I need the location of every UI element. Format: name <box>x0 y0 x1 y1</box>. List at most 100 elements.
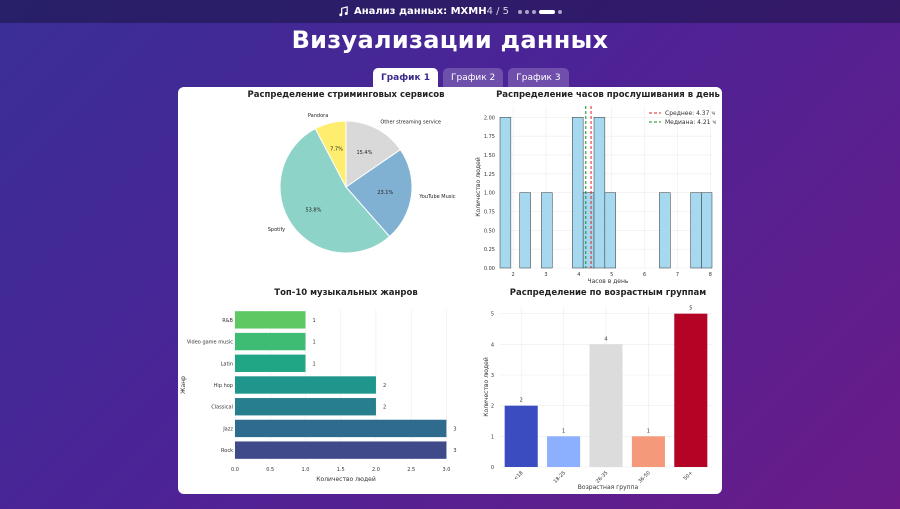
age-bar <box>504 405 538 467</box>
pie-value-label: 23.1% <box>377 190 393 196</box>
genres-xtick-label: 1.0 <box>301 467 309 473</box>
histogram-ytick-label: 0.75 <box>484 209 495 215</box>
age-category-label: 50+ <box>683 470 695 482</box>
pie-value-label: 53.8% <box>305 207 321 213</box>
tab-chart-2[interactable]: График 2 <box>443 68 504 87</box>
pie-slice <box>345 120 402 188</box>
age-category-label: 36-50 <box>637 470 652 485</box>
charts-panel: Распределение стриминговых сервисов 53.8%… <box>178 87 722 494</box>
genres-xtick-label: 2.5 <box>407 467 415 473</box>
histogram-ytick-label: 0.50 <box>484 228 495 234</box>
genre-bar <box>235 441 447 459</box>
genres-xlabel: Количество людей <box>316 476 376 483</box>
age-chart-title: Распределение по возрастным группам <box>510 288 707 298</box>
genres-xtick-label: 1.5 <box>337 467 345 473</box>
histogram-title: Распределение часов прослушивания в день <box>496 90 720 100</box>
genre-bar <box>235 332 306 351</box>
genre-label: Hip hop <box>214 383 233 389</box>
histogram-xtick-label: 3 <box>544 272 547 278</box>
music-note-icon <box>338 6 349 17</box>
genres-chart-title: Топ-10 музыкальных жанров <box>274 288 417 298</box>
slide-dot[interactable] <box>525 9 530 14</box>
age-value-label: 4 <box>604 336 607 342</box>
age-ylabel: Количество людей <box>483 357 490 417</box>
pie-value-label: 7.7% <box>330 147 343 153</box>
genre-value-label: 3 <box>453 426 456 432</box>
histogram-ylabel: Количество людей <box>475 157 482 217</box>
genre-label: Video game music <box>187 340 233 346</box>
histogram-ytick-label: 1.75 <box>484 134 495 140</box>
histogram-bar <box>499 117 512 269</box>
genres-xtick-label: 0.5 <box>266 467 274 473</box>
genre-label: Rock <box>221 448 233 454</box>
slide-dot[interactable] <box>558 9 563 14</box>
pie-category-label: YouTube Music <box>418 194 455 200</box>
age-value-label: 1 <box>647 428 650 434</box>
age-value-label: 1 <box>562 428 565 434</box>
histogram-bar <box>541 192 553 269</box>
histogram-bar <box>659 192 671 269</box>
age-bar <box>589 344 623 467</box>
genre-label: Jazz <box>222 426 233 432</box>
age-xlabel: Возрастная группа <box>578 484 639 491</box>
age-ytick-label: 2 <box>491 404 494 410</box>
pie-slice <box>345 148 413 238</box>
genre-value-label: 1 <box>312 361 315 367</box>
histogram-xtick-label: 6 <box>643 272 646 278</box>
age-value-label: 5 <box>689 306 692 312</box>
genre-bar <box>235 354 306 372</box>
genre-label: Classical <box>211 405 233 411</box>
page-title: Визуализации данных <box>291 26 609 54</box>
age-category-label: 18-25 <box>552 470 567 485</box>
genre-bar <box>235 398 376 416</box>
age-ytick-label: 5 <box>491 312 494 318</box>
pie-category-label: Pandora <box>308 113 328 119</box>
genre-bar <box>235 311 306 329</box>
genre-bar <box>235 419 447 438</box>
genre-value-label: 3 <box>453 448 456 454</box>
chart-tabs: График 1 График 2 График 3 <box>373 68 569 87</box>
slide-dot[interactable] <box>518 9 523 14</box>
pie-category-label: Spotify <box>268 227 285 233</box>
genre-value-label: 1 <box>312 340 315 346</box>
histogram-ytick-label: 2.00 <box>484 115 495 121</box>
histogram-ytick-label: 1.50 <box>484 153 495 159</box>
histogram-bar <box>519 192 531 269</box>
slide-counter: 4 / 5 <box>486 6 510 17</box>
age-category-label: 26-35 <box>595 470 610 485</box>
genre-bar <box>235 376 376 394</box>
legend-mean-label: Среднее: 4.37 ч <box>665 110 715 117</box>
genres-xtick-label: 3.0 <box>442 467 450 473</box>
histogram-xtick-label: 4 <box>577 272 580 278</box>
slide-dots <box>518 9 563 14</box>
histogram-xtick-label: 8 <box>709 272 712 278</box>
genre-value-label: 2 <box>383 405 386 411</box>
histogram-ytick-label: 1.00 <box>484 191 495 197</box>
histogram-xtick-label: 5 <box>610 272 613 278</box>
genre-value-label: 1 <box>312 318 315 324</box>
histogram-bar <box>701 192 713 269</box>
charts-canvas: Распределение стриминговых сервисов 53.8%… <box>180 90 720 491</box>
age-bar <box>674 313 708 467</box>
app-title: Анализ данных: МХМН <box>353 6 487 17</box>
slide-dot[interactable] <box>532 9 537 14</box>
histogram-bar <box>582 192 595 269</box>
histogram-bar <box>593 117 606 269</box>
tab-chart-3[interactable]: График 3 <box>508 68 569 87</box>
slide-dot-active[interactable] <box>539 9 556 14</box>
age-ytick-label: 1 <box>491 434 494 440</box>
legend-median-label: Медиана: 4.21 ч <box>665 119 716 126</box>
pie-slice <box>279 127 391 254</box>
genres-ylabel: Жанр <box>180 376 187 394</box>
genre-label: R&B <box>222 318 233 324</box>
histogram-ytick-label: 0.25 <box>484 247 495 253</box>
pie-category-label: Other streaming service <box>380 120 441 126</box>
pie-chart-title: Распределение стриминговых сервисов <box>248 90 445 100</box>
tab-chart-1[interactable]: График 1 <box>373 68 438 87</box>
age-ytick-label: 3 <box>491 373 494 379</box>
histogram-ytick-label: 0.00 <box>484 266 495 272</box>
histogram-bar <box>690 192 702 269</box>
histogram-bar <box>572 117 584 269</box>
pie-value-label: 15.4% <box>356 150 372 156</box>
age-ytick-label: 0 <box>491 465 494 471</box>
